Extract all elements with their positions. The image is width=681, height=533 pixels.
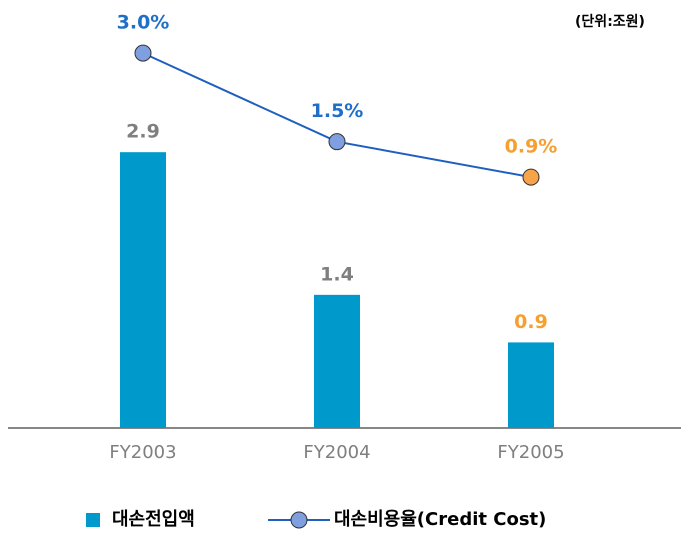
bar <box>314 294 360 428</box>
x-tick-label: FY2005 <box>497 442 564 463</box>
bar-value-label: 2.9 <box>126 121 160 143</box>
legend-label: 대손전입액 <box>112 508 195 530</box>
line-marker <box>328 133 346 151</box>
line-value-label: 1.5% <box>311 100 364 122</box>
line-value-label: 3.0% <box>117 12 170 34</box>
bar-value-label: 0.9 <box>514 311 548 333</box>
bar <box>120 152 166 428</box>
legend-label: 대손비용율(Credit Cost) <box>334 509 546 530</box>
unit-label: (단위:조원) <box>575 13 645 30</box>
line-value-label: 0.9% <box>505 136 558 158</box>
bar <box>508 342 554 428</box>
bar-value-label: 1.4 <box>320 263 354 285</box>
legend-marker <box>290 511 308 529</box>
x-tick-label: FY2003 <box>109 442 176 463</box>
line-marker <box>522 168 540 186</box>
legend-swatch <box>86 513 100 527</box>
x-tick-label: FY2004 <box>303 442 370 463</box>
line-marker <box>134 44 152 62</box>
